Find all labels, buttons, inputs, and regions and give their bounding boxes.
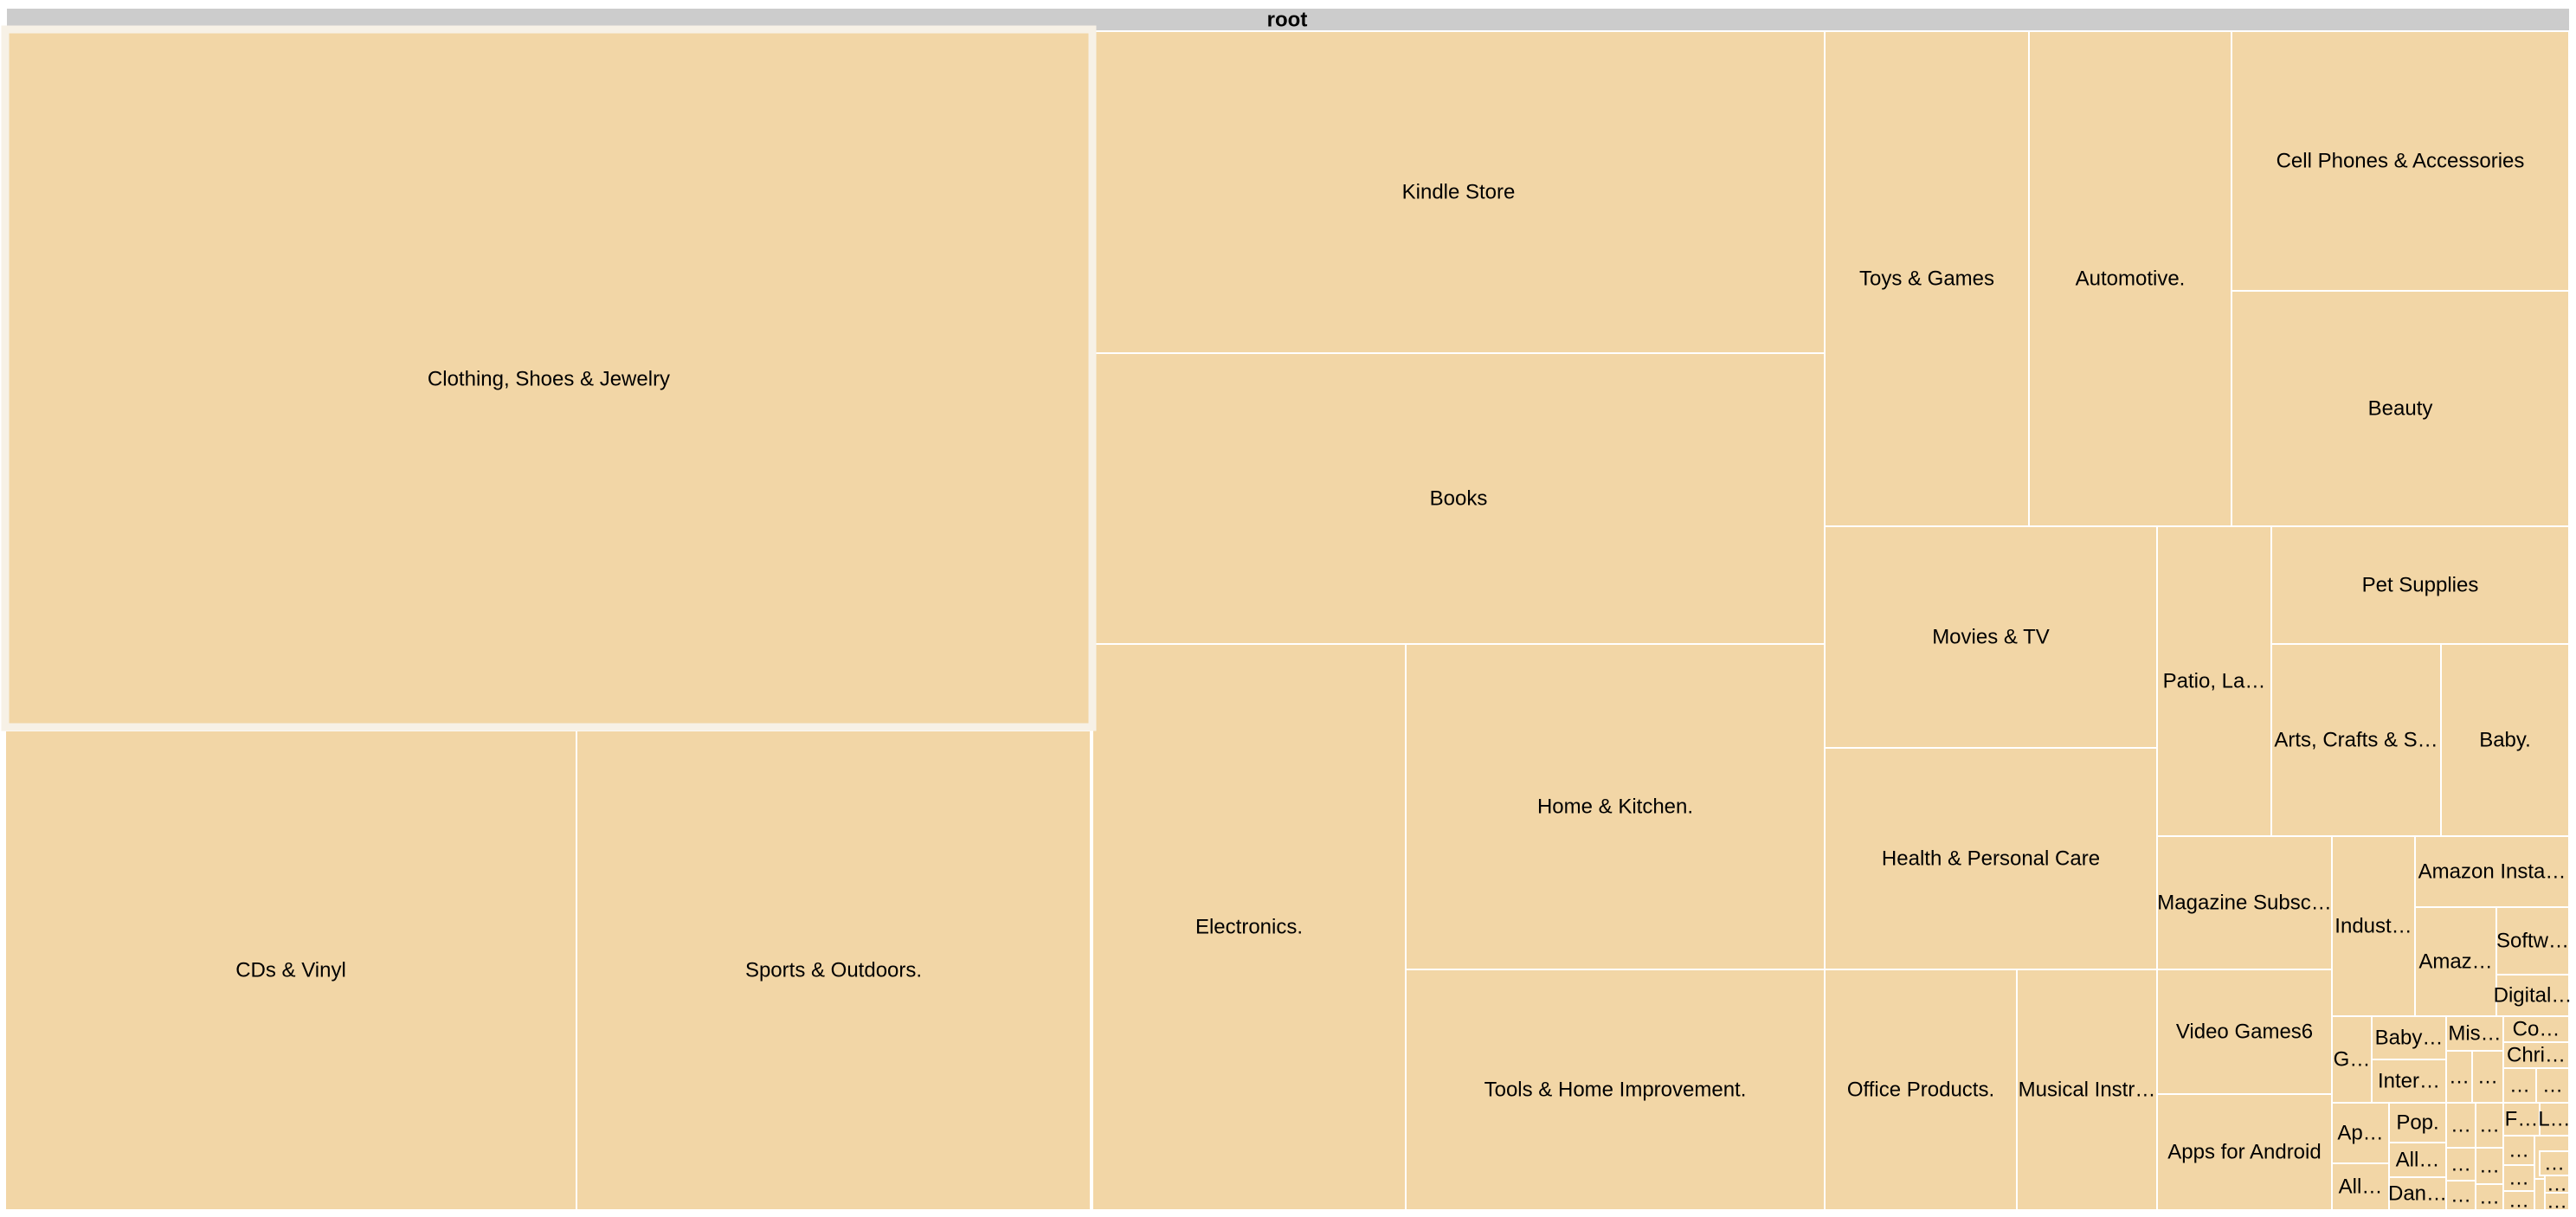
treemap-cell-label: Pop. <box>2396 1111 2438 1135</box>
treemap-cell[interactable] <box>2371 1015 2447 1060</box>
selected-cell-highlight <box>1 25 1097 731</box>
treemap-cell-label: Magazine Subsc… <box>2157 892 2331 915</box>
treemap-cell-label: Mis… <box>2448 1022 2501 1046</box>
treemap-cell-label: … <box>2477 1066 2498 1089</box>
treemap-cell-label: … <box>2508 1189 2529 1213</box>
treemap-cell-label: … <box>2542 1074 2563 1098</box>
treemap-cell-label: Tools & Home Improvement. <box>1484 1079 1747 1102</box>
treemap-cell[interactable] <box>2544 1192 2570 1211</box>
treemap-cell-label: … <box>2479 1186 2500 1209</box>
treemap-cell-label: … <box>2508 1167 2529 1190</box>
treemap-cell-label: L… <box>2538 1108 2570 1131</box>
treemap-cell[interactable] <box>2156 835 2333 970</box>
treemap-cell-label: … <box>2450 1184 2471 1207</box>
treemap-cell[interactable] <box>2475 1147 2504 1185</box>
treemap-cell-label: Patio, La… <box>2163 670 2266 693</box>
treemap-cell[interactable] <box>1405 969 1826 1211</box>
treemap-cell-label: F… <box>2505 1108 2539 1131</box>
treemap-cell-label: Baby… <box>2375 1027 2444 1050</box>
treemap-cell-label: … <box>2508 1139 2529 1162</box>
treemap-cell[interactable] <box>2502 1067 2537 1104</box>
treemap-cell-label: … <box>2450 1153 2471 1176</box>
treemap-cell-label: … <box>2544 1152 2565 1175</box>
treemap-cell[interactable] <box>1824 525 2158 749</box>
treemap-cell-label: Softw… <box>2496 930 2569 953</box>
treemap-cell-label: Automotive. <box>2076 267 2186 291</box>
treemap-cell-label: Sports & Outdoors. <box>745 959 922 982</box>
treemap-cell-label: Amaz… <box>2418 950 2492 974</box>
treemap-cell-label: Chri… <box>2507 1044 2566 1067</box>
treemap-cell[interactable] <box>1405 643 1826 970</box>
treemap-cell-label: … <box>2450 1114 2471 1137</box>
treemap-cell[interactable] <box>2496 906 2570 976</box>
treemap-cell-label: Digital… <box>2494 984 2573 1008</box>
treemap-cell[interactable] <box>2156 525 2272 837</box>
treemap-cell[interactable] <box>2388 1176 2447 1211</box>
treemap-cell-label: Baby. <box>2479 729 2531 752</box>
treemap-cell-label: Electronics. <box>1195 916 1303 939</box>
treemap-cell[interactable] <box>2156 1093 2333 1211</box>
treemap-cell-label: Indust… <box>2334 915 2412 938</box>
treemap-cell[interactable] <box>2331 835 2416 1017</box>
treemap-cell[interactable] <box>4 30 1093 728</box>
treemap-cell-label: Beauty <box>2368 397 2433 421</box>
treemap-cell[interactable] <box>2496 974 2570 1017</box>
treemap-cell-label: Pet Supplies <box>2362 574 2479 597</box>
treemap-cell-label: Apps for Android <box>2167 1141 2321 1164</box>
treemap-cell-label: CDs & Vinyl <box>235 959 346 982</box>
treemap-cell[interactable] <box>2270 525 2570 645</box>
treemap-cell[interactable] <box>1824 747 2158 970</box>
treemap-cell[interactable] <box>2502 1041 2570 1069</box>
treemap-cell[interactable] <box>2539 1150 2570 1176</box>
treemap-cell[interactable] <box>1824 969 2018 1211</box>
treemap-cell-label: Musical Instr… <box>2019 1079 2156 1102</box>
treemap-cell[interactable] <box>2471 1050 2504 1104</box>
treemap-cell-label: … <box>2479 1114 2500 1137</box>
treemap-cell-label: Ap… <box>2337 1122 2383 1145</box>
treemap-cell-label: Health & Personal Care <box>1882 847 2100 871</box>
treemap-cell-label: All… <box>2339 1175 2383 1199</box>
treemap-cell[interactable] <box>2156 969 2333 1095</box>
treemap-cell-label: Office Products. <box>1847 1079 1994 1102</box>
treemap-cell[interactable] <box>576 730 1092 1211</box>
treemap-cell-label: G… <box>2334 1048 2371 1072</box>
treemap-cell[interactable] <box>2475 1102 2504 1149</box>
treemap-cell-label: Cell Phones & Accessories <box>2277 150 2525 173</box>
treemap-cell-label: All… <box>2396 1149 2440 1172</box>
treemap-cell-label: … <box>2479 1155 2500 1178</box>
treemap-cell-label: Video Games6 <box>2176 1021 2313 1044</box>
treemap-cell-label: Arts, Crafts & S… <box>2274 729 2438 752</box>
treemap-cell-label: Home & Kitchen. <box>1537 795 1693 819</box>
treemap-cell[interactable] <box>2016 969 2158 1211</box>
treemap-cell[interactable] <box>2231 290 2570 527</box>
treemap-cell-label: Movies & TV <box>1932 626 2050 649</box>
treemap-cell[interactable] <box>2414 906 2497 1017</box>
treemap-cell-label: Kindle Store <box>1402 181 1516 204</box>
root-label: root <box>1267 9 1308 32</box>
treemap-cell-label: Toys & Games <box>1859 267 1994 291</box>
treemap-cell-label: … <box>2509 1074 2530 1098</box>
treemap-cell[interactable] <box>2535 1067 2570 1104</box>
treemap-cell-label: Clothing, Shoes & Jewelry <box>428 368 670 391</box>
treemap-cell[interactable] <box>1824 30 2030 527</box>
treemap-cell[interactable] <box>1092 30 1826 354</box>
treemap-cell[interactable] <box>1092 643 1407 1211</box>
treemap-cell-label: Amazon Insta… <box>2418 860 2566 884</box>
treemap-cells: Clothing, Shoes & Jewelry CDs & Vinyl Spor… <box>4 30 2573 1214</box>
treemap-cell-label: … <box>2547 1190 2567 1214</box>
treemap-cell-label: Inter… <box>2378 1070 2440 1093</box>
treemap-cell[interactable] <box>2440 643 2570 837</box>
treemap-cell-label: Co… <box>2513 1018 2560 1041</box>
treemap-cell-label: Books <box>1430 487 1488 511</box>
treemap-cell-label: … <box>2449 1066 2470 1089</box>
treemap-cell[interactable] <box>2445 1147 2476 1182</box>
treemap-cell[interactable] <box>2270 643 2442 837</box>
treemap-cell[interactable] <box>2028 30 2232 527</box>
treemap-cell-label: Dan… <box>2388 1182 2447 1206</box>
treemap-cell[interactable] <box>2414 835 2570 908</box>
